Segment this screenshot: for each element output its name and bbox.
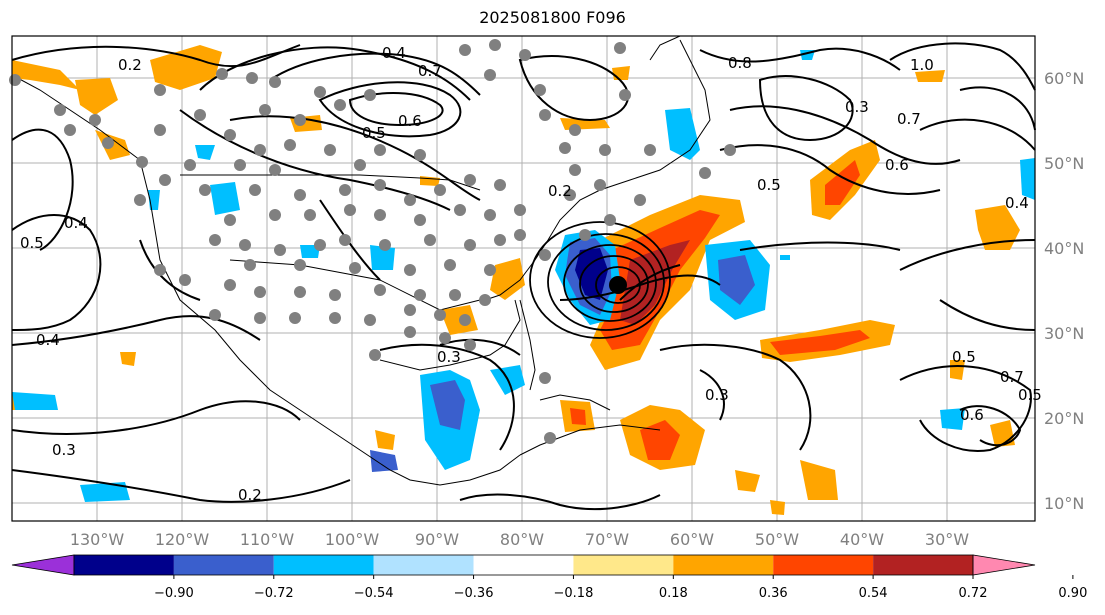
contour-label: 0.4 <box>1005 194 1029 212</box>
contour-label: 0.5 <box>20 234 44 252</box>
colorbar-segment <box>373 555 474 575</box>
colorbar-tick-label: 0.72 <box>959 586 988 601</box>
contour-label: 0.4 <box>382 44 406 62</box>
colorbar-tick-label: −0.18 <box>554 586 594 601</box>
lon-label: 30°W <box>925 530 969 549</box>
longitude-labels: 130°W 120°W 110°W 100°W 90°W 80°W 70°W 6… <box>70 530 969 549</box>
contour-label: 0.2 <box>118 56 142 74</box>
contour-label: 0.5 <box>1018 386 1042 404</box>
map-frame <box>11 35 1036 522</box>
colorbar-segment <box>173 555 274 575</box>
lon-label: 100°W <box>325 530 380 549</box>
contour-label: 0.3 <box>705 386 729 404</box>
contour-label: 0.7 <box>418 62 442 80</box>
contour-label: 0.2 <box>548 182 572 200</box>
cyclone-contours <box>529 221 671 339</box>
lat-label: 20°N <box>1044 409 1084 428</box>
colorbar-tick-label: −0.36 <box>454 586 494 601</box>
contour-label: 0.4 <box>36 331 60 349</box>
lon-label: 70°W <box>585 530 629 549</box>
lat-label: 10°N <box>1044 494 1084 513</box>
map-title: 2025081800 F096 <box>479 8 626 27</box>
colorbar-segment <box>673 555 774 575</box>
lat-label: 50°N <box>1044 154 1084 173</box>
colorbar-tick-label: −0.90 <box>154 586 194 601</box>
lon-label: 60°W <box>670 530 714 549</box>
colorbar: −0.90 −0.72 −0.54 −0.36 −0.18 0.18 0.36 0.54 0.7… <box>11 554 1087 601</box>
lat-label: 40°N <box>1044 239 1084 258</box>
contour-label: 1.0 <box>910 56 934 74</box>
cyclone-center-marker <box>609 276 627 294</box>
contour-lines <box>11 42 1036 511</box>
colorbar-tick-label: 0.90 <box>1058 586 1087 601</box>
colorbar-segment <box>473 555 574 575</box>
latitude-labels: 60°N 50°N 40°N 30°N 20°N 10°N <box>1044 69 1084 513</box>
colorbar-segment <box>74 555 174 575</box>
lon-label: 130°W <box>70 530 125 549</box>
colorbar-border <box>73 554 974 576</box>
contour-label: 0.3 <box>845 98 869 116</box>
lon-label: 80°W <box>500 530 544 549</box>
coastlines <box>11 35 711 486</box>
lat-label: 60°N <box>1044 69 1084 88</box>
negative-anomaly-fills <box>12 50 1035 502</box>
colorbar-tick-label: 0.36 <box>759 586 788 601</box>
lon-label: 40°W <box>840 530 884 549</box>
contour-labels: 0.2 0.4 0.7 0.5 0.6 0.8 1.0 0.7 0.6 0.5 … <box>20 44 1042 504</box>
lon-label: 90°W <box>415 530 459 549</box>
colorbar-tick-label: −0.54 <box>354 586 394 601</box>
colorbar-tick-label: −0.72 <box>254 586 294 601</box>
contour-label: 0.3 <box>52 441 76 459</box>
contour-label: 0.6 <box>398 112 422 130</box>
contour-label: 0.5 <box>952 348 976 366</box>
colorbar-tick-label: 0.54 <box>859 586 888 601</box>
lon-label: 110°W <box>240 530 295 549</box>
colorbar-segment <box>873 555 973 575</box>
contour-label: 0.3 <box>437 348 461 366</box>
contour-label: 0.8 <box>728 54 752 72</box>
colorbar-segment <box>773 555 874 575</box>
map-area <box>9 35 1036 521</box>
contour-label: 0.5 <box>362 124 386 142</box>
contour-label: 0.6 <box>960 406 984 424</box>
contour-label: 0.7 <box>1000 368 1024 386</box>
lat-label: 30°N <box>1044 324 1084 343</box>
colorbar-tick-label: 0.18 <box>659 586 688 601</box>
colorbar-segment <box>273 555 374 575</box>
contour-label: 0.5 <box>757 176 781 194</box>
lon-label: 50°W <box>755 530 799 549</box>
colorbar-extend-high <box>972 554 1036 576</box>
contour-label: 0.2 <box>238 486 262 504</box>
lon-label: 120°W <box>155 530 210 549</box>
contour-label: 0.4 <box>64 214 88 232</box>
contour-label: 0.7 <box>897 110 921 128</box>
station-dots <box>9 39 736 444</box>
colorbar-extend-low <box>11 554 75 576</box>
contour-label: 0.6 <box>885 156 909 174</box>
colorbar-segment <box>573 555 674 575</box>
